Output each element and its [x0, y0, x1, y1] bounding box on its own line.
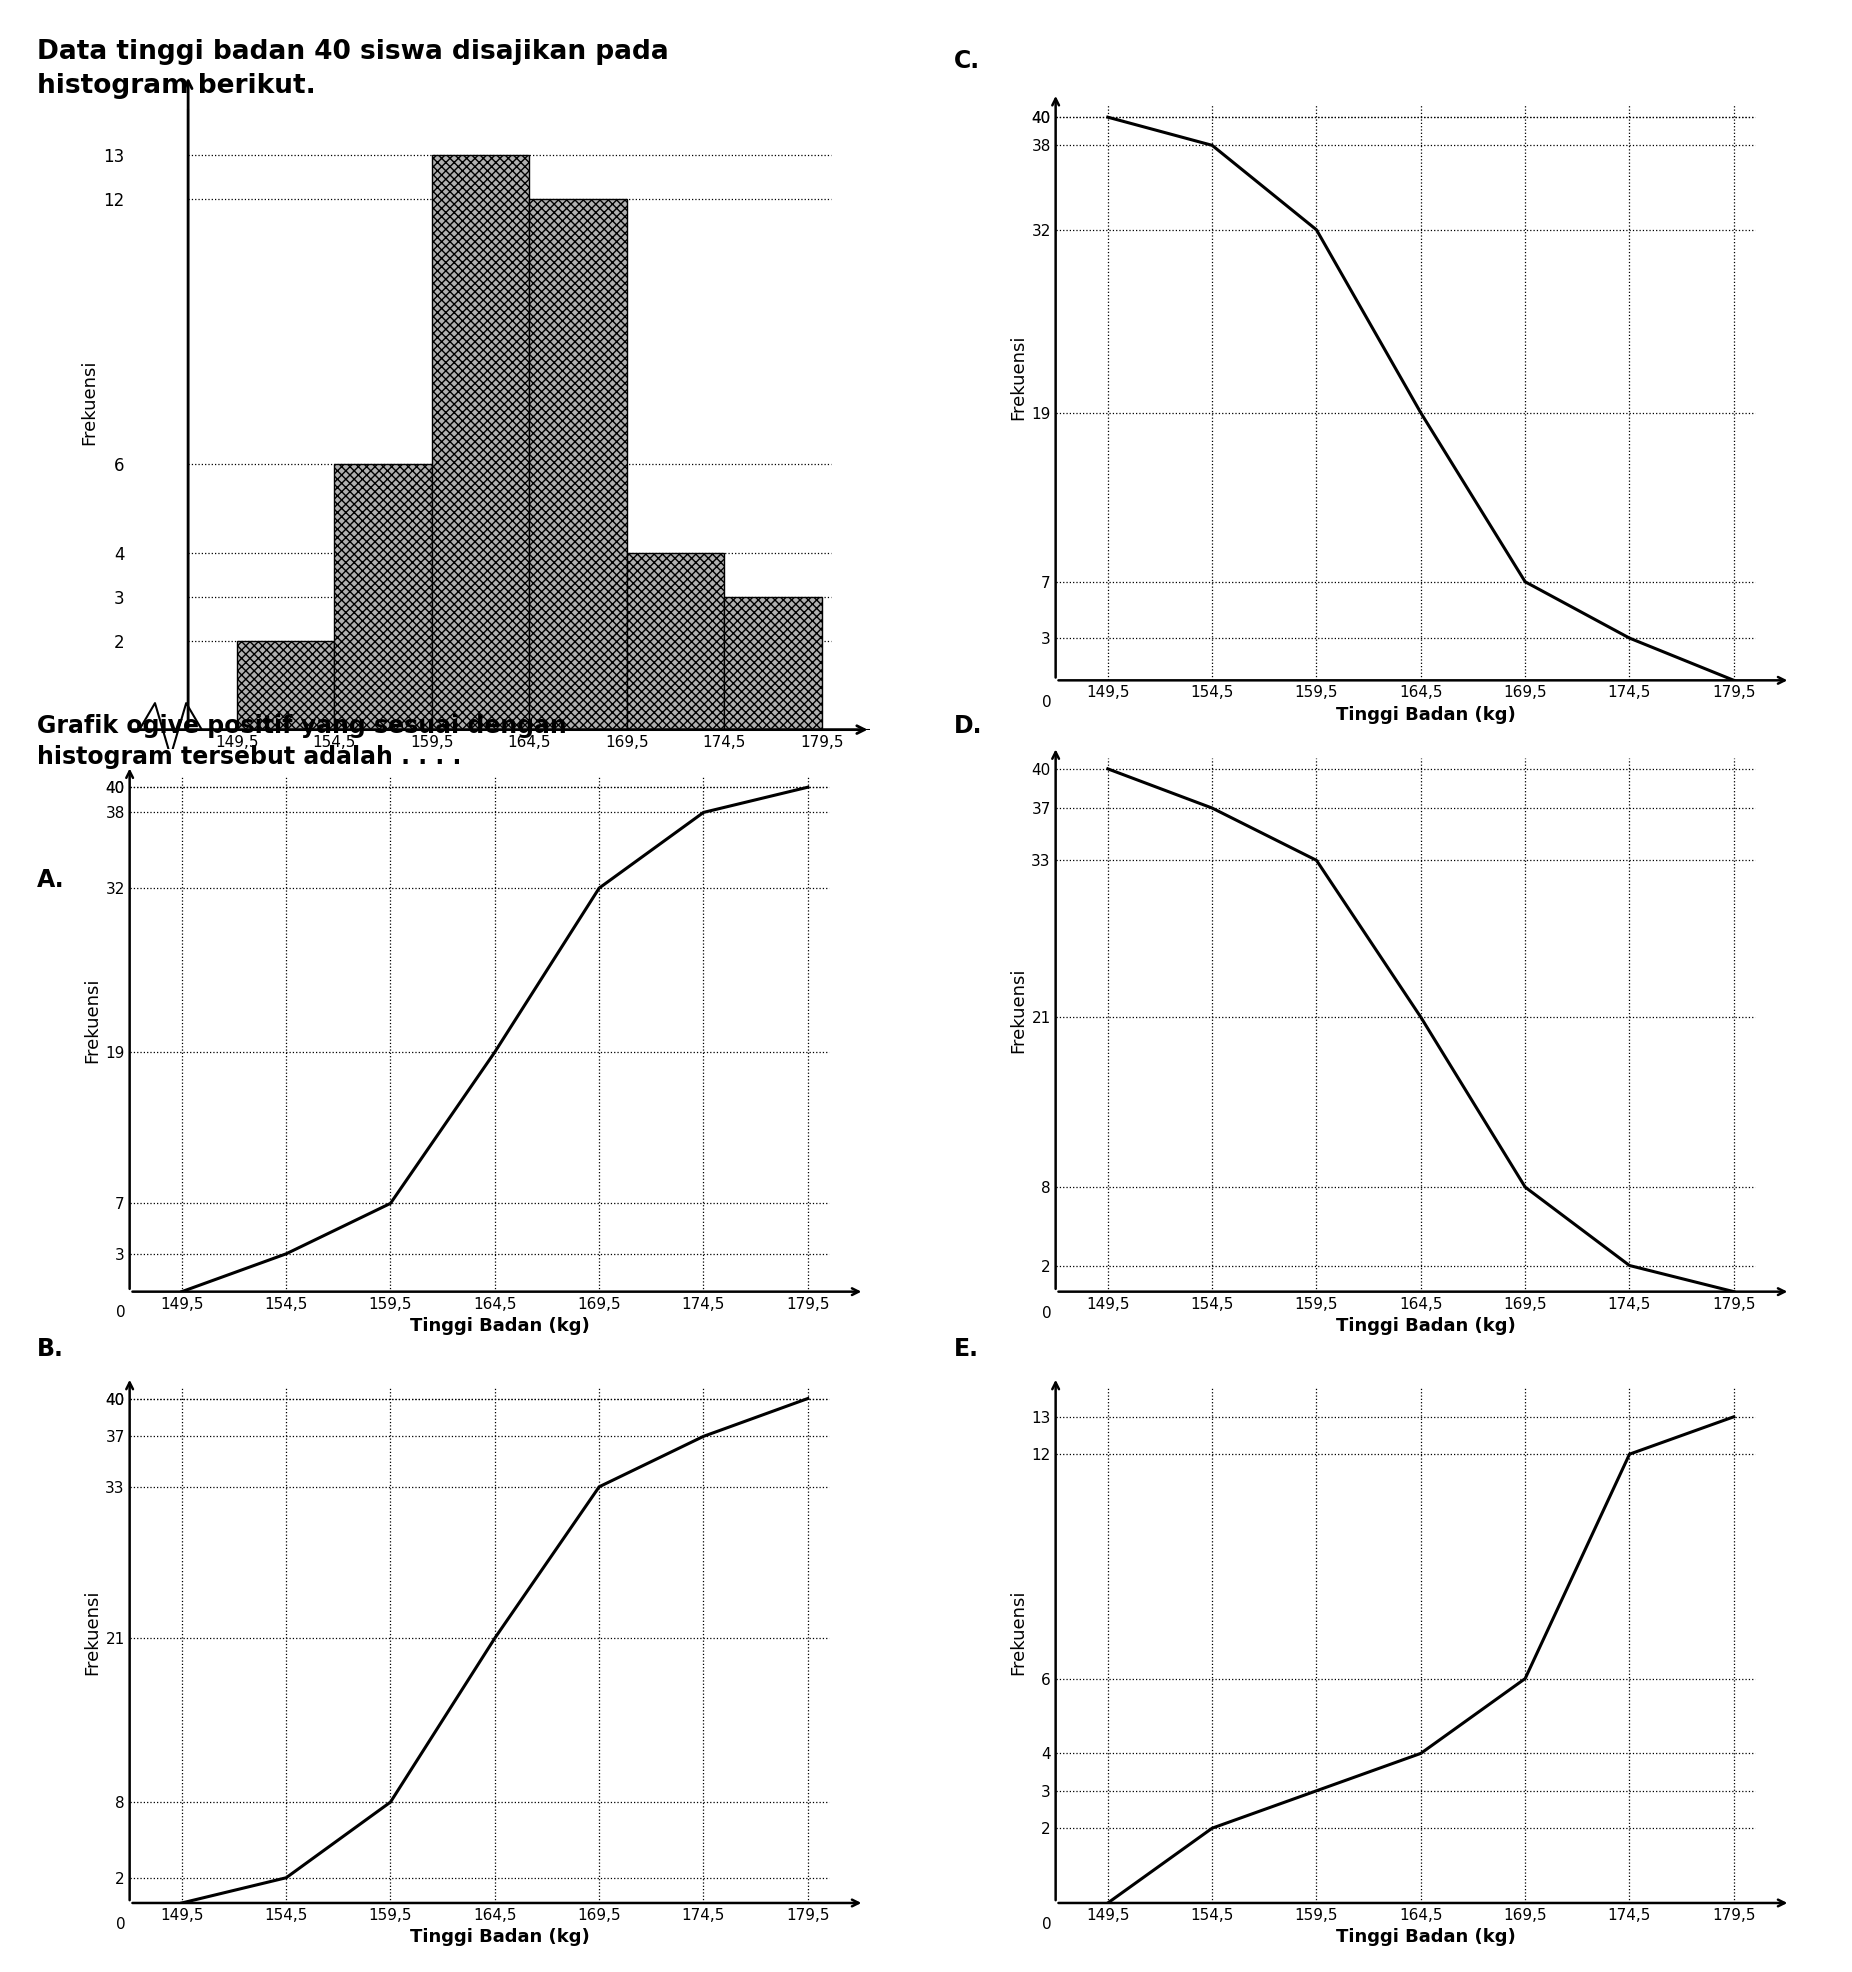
Text: Grafik ogive positif yang sesuai dengan
histogram tersebut adalah . . . .: Grafik ogive positif yang sesuai dengan …: [37, 714, 567, 769]
X-axis label: Tinggi Badan (kg): Tinggi Badan (kg): [409, 1317, 591, 1335]
Text: 0: 0: [1043, 1917, 1052, 1931]
Text: D.: D.: [954, 714, 982, 738]
Text: E.: E.: [954, 1337, 978, 1361]
Y-axis label: Frekuensi: Frekuensi: [80, 359, 98, 446]
Y-axis label: Frekuensi: Frekuensi: [1009, 968, 1028, 1053]
Bar: [237, 641, 335, 730]
Bar: [626, 552, 724, 730]
Bar: [335, 463, 432, 730]
Text: A.: A.: [37, 868, 65, 891]
Y-axis label: Frekuensi: Frekuensi: [1009, 335, 1028, 420]
Text: C.: C.: [954, 49, 980, 73]
Text: B.: B.: [37, 1337, 65, 1361]
Bar: [724, 598, 822, 730]
Text: 0: 0: [1043, 1305, 1052, 1321]
X-axis label: Tinggi Badan (kg): Tinggi Badan (kg): [1335, 706, 1517, 724]
Text: 0: 0: [117, 1305, 126, 1319]
X-axis label: Tinggi Badan (kg): Tinggi Badan (kg): [409, 1929, 591, 1946]
Y-axis label: Frekuensi: Frekuensi: [1009, 1589, 1028, 1674]
X-axis label: Tinggi Badan (kg): Tinggi Badan (kg): [1335, 1317, 1517, 1335]
Y-axis label: Frekuensi: Frekuensi: [83, 1589, 102, 1674]
Bar: [432, 154, 530, 730]
Bar: [530, 199, 626, 730]
X-axis label: Tinggi badan (cm): Tinggi badan (cm): [407, 755, 593, 773]
Text: 0: 0: [117, 1917, 126, 1931]
Text: 0: 0: [1043, 696, 1052, 710]
X-axis label: Tinggi Badan (kg): Tinggi Badan (kg): [1335, 1929, 1517, 1946]
Text: Data tinggi badan 40 siswa disajikan pada
histogram berikut.: Data tinggi badan 40 siswa disajikan pad…: [37, 39, 669, 99]
Y-axis label: Frekuensi: Frekuensi: [83, 978, 102, 1063]
